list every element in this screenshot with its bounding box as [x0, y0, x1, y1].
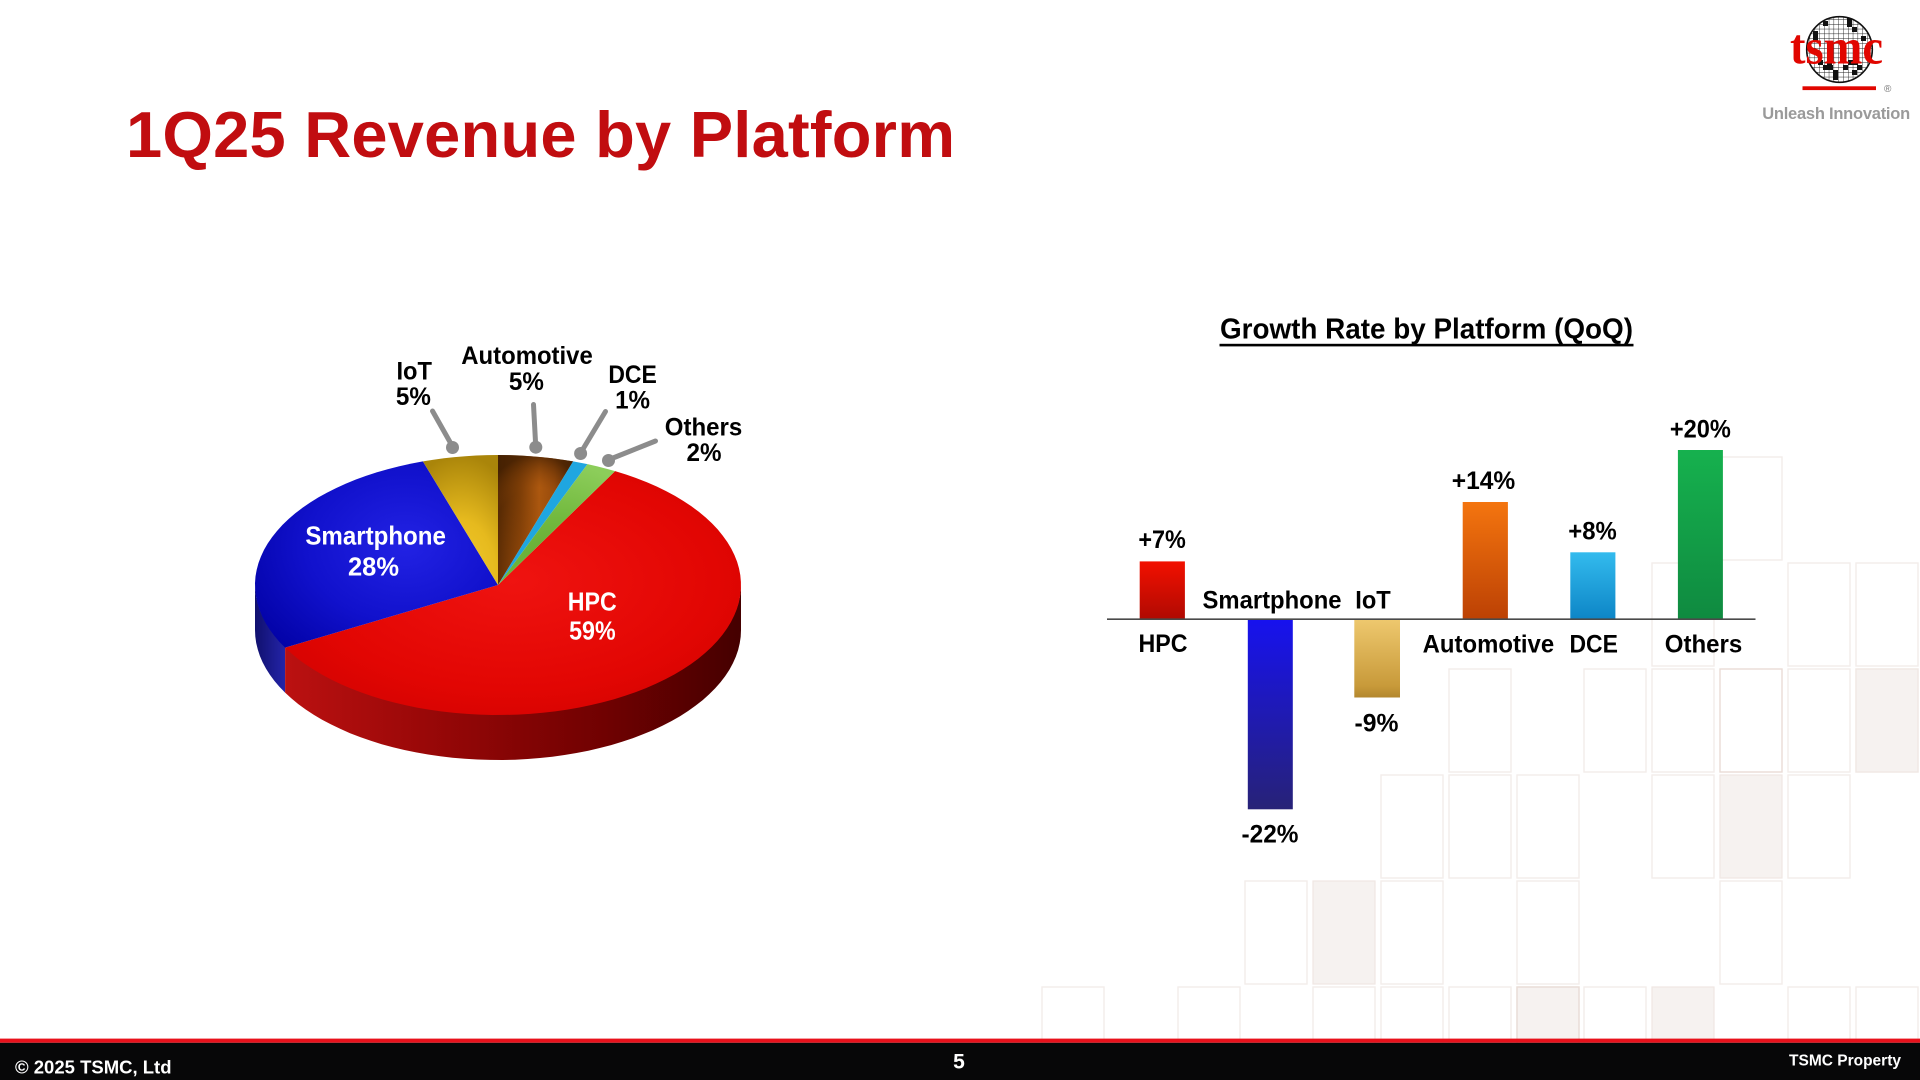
svg-text:Growth Rate by Platform (QoQ): Growth Rate by Platform (QoQ) — [1220, 313, 1633, 345]
svg-text:Automotive: Automotive — [461, 342, 593, 370]
svg-text:IoT: IoT — [1355, 587, 1391, 615]
svg-text:DCE: DCE — [1569, 630, 1618, 658]
svg-text:HPC: HPC — [1139, 630, 1188, 658]
svg-text:TSMC Property: TSMC Property — [1789, 1053, 1901, 1070]
svg-text:1Q25 Revenue by Platform: 1Q25 Revenue by Platform — [126, 98, 955, 171]
svg-text:Others: Others — [665, 414, 743, 442]
svg-text:© 2025 TSMC, Ltd: © 2025 TSMC, Ltd — [15, 1056, 172, 1077]
svg-text:5%: 5% — [509, 368, 544, 396]
svg-text:2%: 2% — [687, 439, 722, 467]
svg-text:Automotive: Automotive — [1423, 630, 1555, 658]
svg-text:tsmc: tsmc — [1790, 19, 1883, 75]
svg-text:-22%: -22% — [1242, 821, 1299, 849]
svg-text:+7%: +7% — [1138, 526, 1186, 554]
svg-text:59%: 59% — [569, 616, 616, 646]
svg-text:Smartphone: Smartphone — [305, 521, 446, 551]
svg-text:28%: 28% — [348, 552, 399, 582]
svg-text:+14%: +14% — [1452, 467, 1516, 495]
svg-text:5: 5 — [953, 1051, 965, 1074]
svg-text:DCE: DCE — [608, 361, 657, 389]
svg-text:HPC: HPC — [568, 587, 617, 617]
svg-text:1%: 1% — [615, 387, 650, 415]
svg-text:+20%: +20% — [1670, 416, 1731, 444]
svg-text:Others: Others — [1665, 630, 1743, 658]
svg-text:IoT: IoT — [396, 358, 432, 386]
svg-text:5%: 5% — [396, 383, 431, 411]
svg-text:Smartphone: Smartphone — [1203, 587, 1342, 615]
svg-text:Unleash Innovation: Unleash Innovation — [1762, 105, 1910, 123]
svg-text:+8%: +8% — [1568, 518, 1617, 546]
svg-text:-9%: -9% — [1355, 710, 1399, 738]
svg-text:®: ® — [1884, 84, 1892, 95]
